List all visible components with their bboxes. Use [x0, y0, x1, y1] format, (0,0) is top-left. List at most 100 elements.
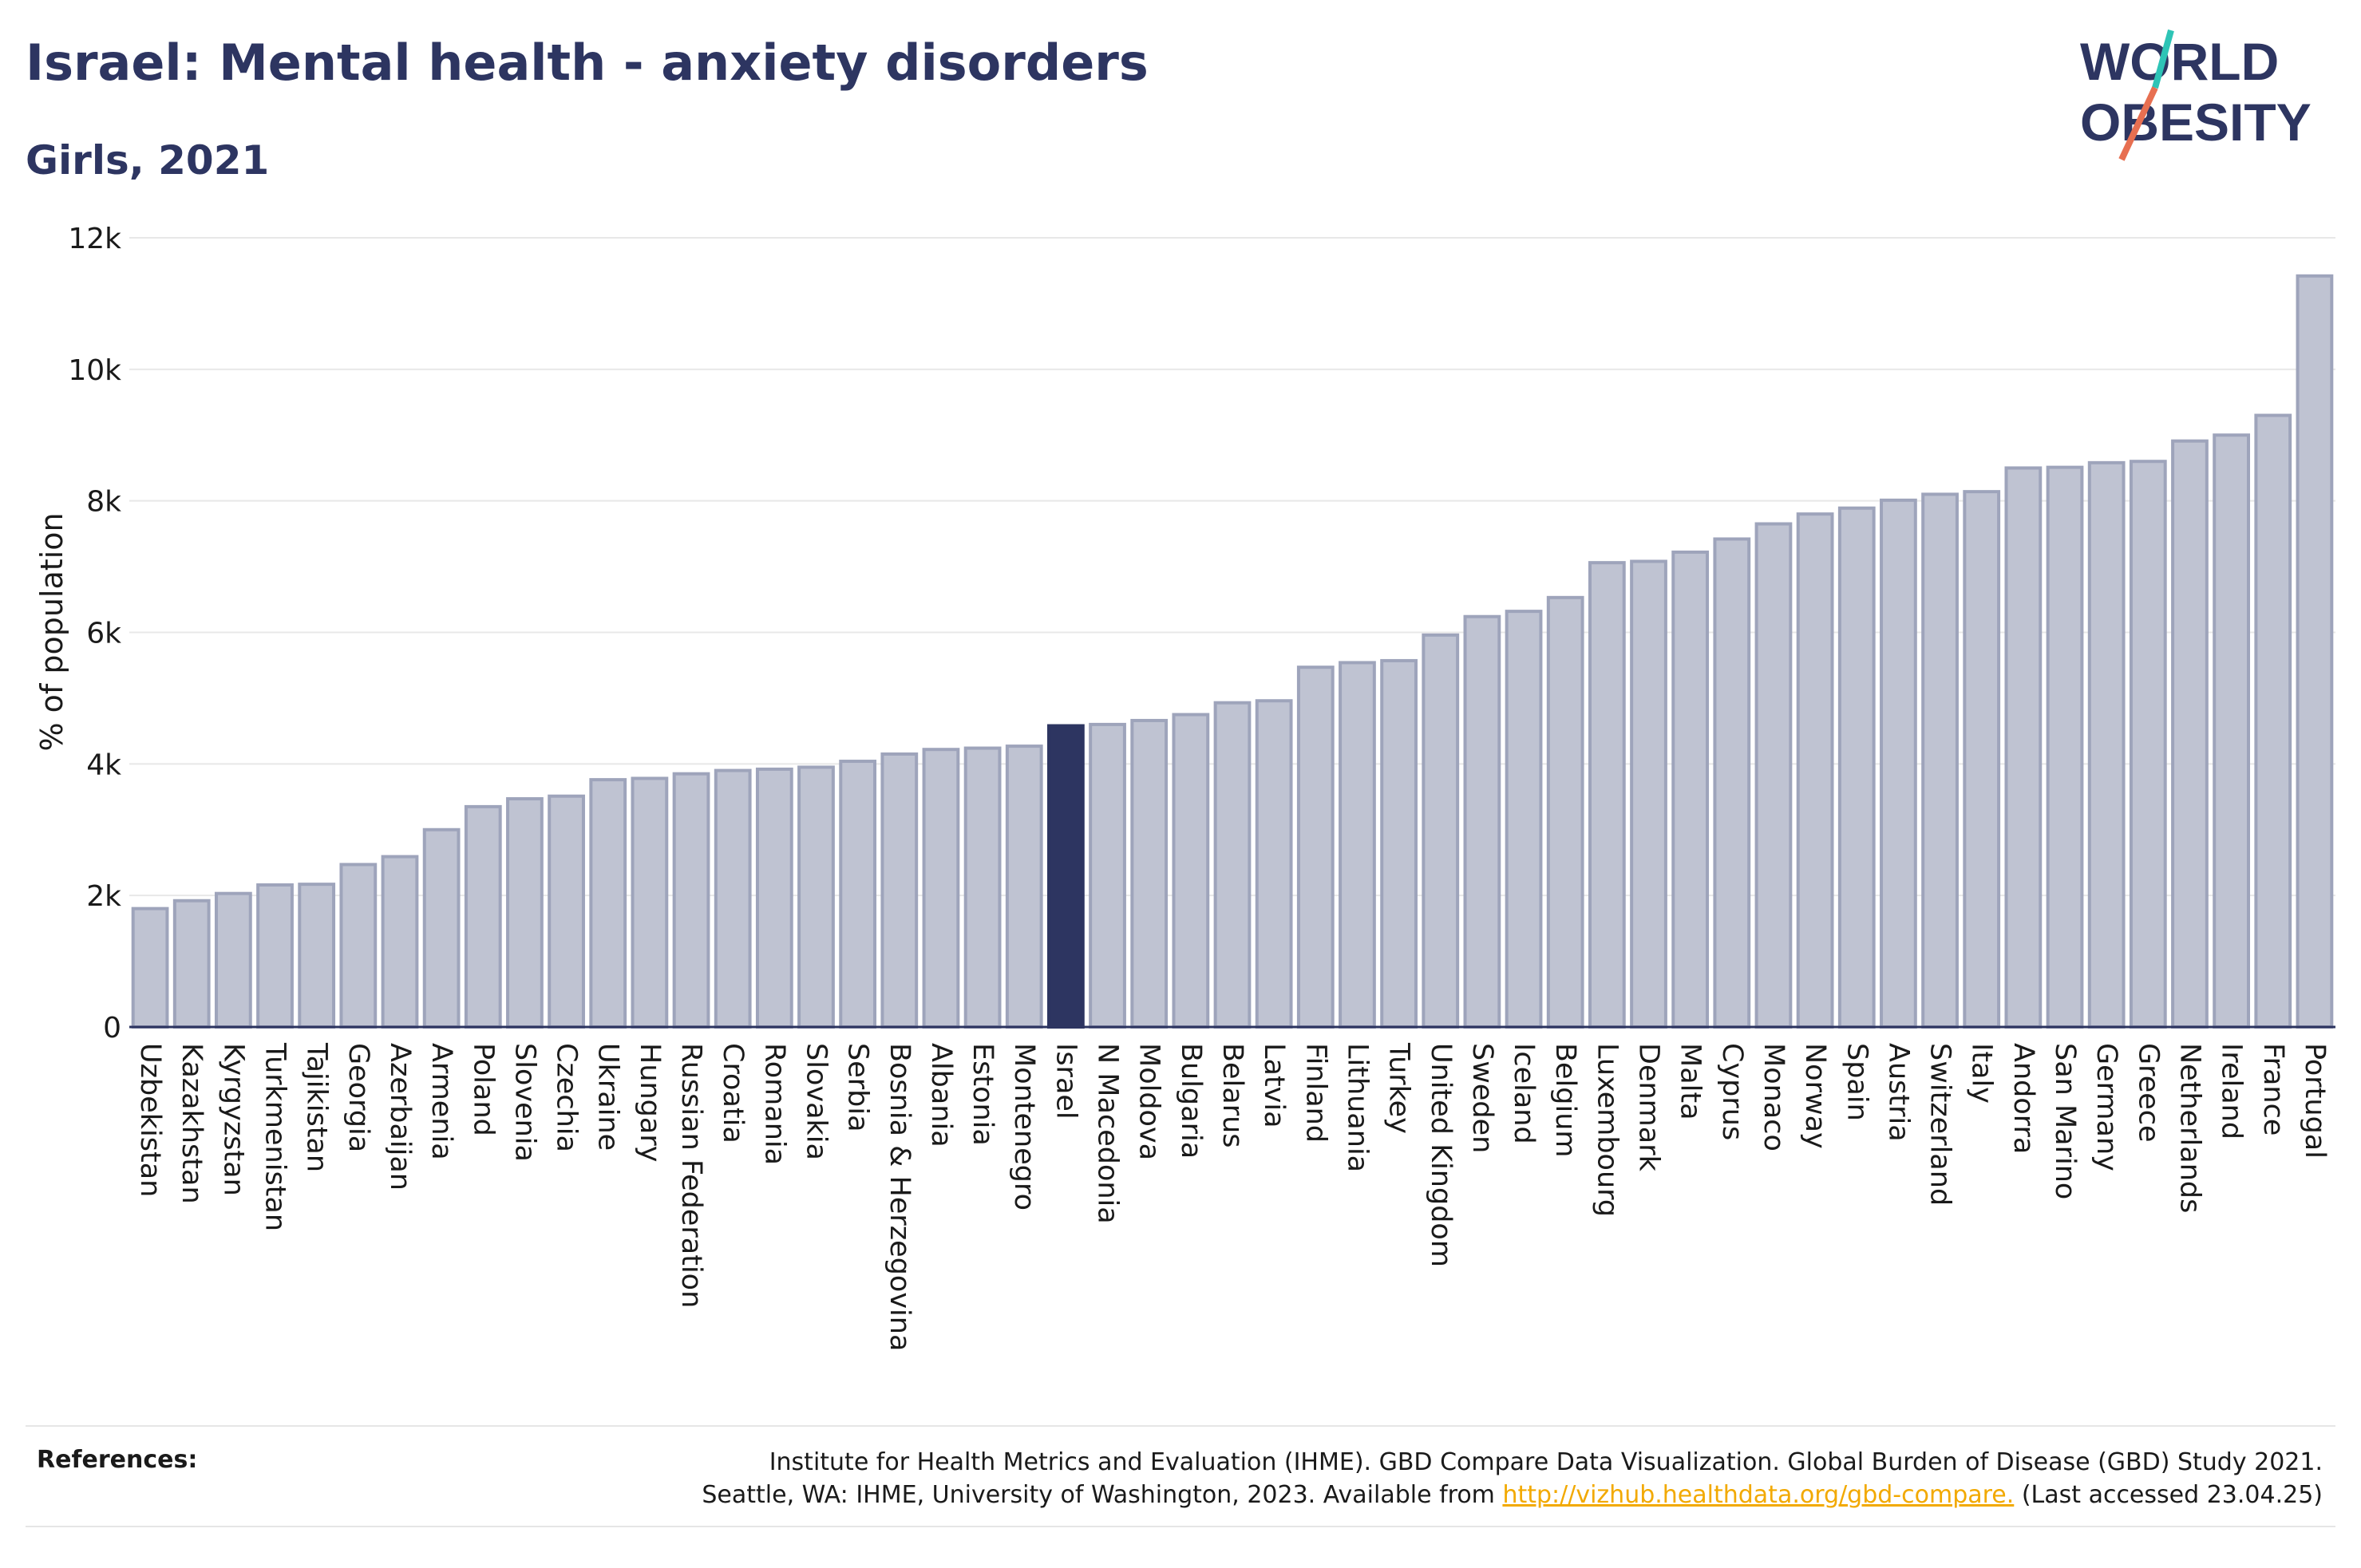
- x-tick-label: Denmark: [1633, 1043, 1665, 1172]
- bar: [1963, 490, 2001, 1029]
- x-tick-label: Romania: [758, 1043, 790, 1165]
- x-tick-label: Moldova: [1133, 1043, 1165, 1160]
- x-tick-label: Norway: [1799, 1043, 1831, 1149]
- x-tick-label: Greece: [2132, 1043, 2164, 1143]
- bar: [880, 752, 919, 1029]
- bar: [839, 760, 877, 1029]
- bar: [1380, 658, 1418, 1029]
- bar: [1671, 550, 1710, 1029]
- bar: [381, 855, 419, 1029]
- bar: [1505, 610, 1543, 1029]
- y-tick-label: 6k: [86, 618, 121, 650]
- bar: [214, 891, 252, 1029]
- bar: [672, 772, 710, 1029]
- x-tick-label: Uzbekistan: [134, 1043, 166, 1197]
- x-tick-label: Albania: [925, 1043, 957, 1147]
- x-tick-label: Serbia: [842, 1043, 874, 1132]
- bar-highlighted: [1047, 724, 1085, 1029]
- x-tick-label: Russian Federation: [675, 1043, 707, 1308]
- x-tick-label: Azerbaijan: [384, 1043, 416, 1191]
- bar: [1796, 512, 1834, 1029]
- x-tick-label: Hungary: [634, 1043, 666, 1162]
- bar: [2171, 439, 2209, 1029]
- x-tick-label: Luxembourg: [1591, 1043, 1623, 1217]
- x-tick-label: Slovenia: [508, 1043, 540, 1162]
- x-tick-label: Italy: [1966, 1043, 1998, 1104]
- chart-subtitle: Girls, 2021: [26, 137, 270, 184]
- y-tick-label: 12k: [68, 223, 121, 255]
- bar: [963, 746, 1002, 1029]
- y-tick-label: 10k: [68, 354, 121, 387]
- x-tick-label: Croatia: [717, 1043, 749, 1143]
- bar: [1130, 718, 1169, 1029]
- bar: [1837, 506, 1876, 1029]
- x-tick-label: Switzerland: [1924, 1043, 1956, 1206]
- y-tick-label: 2k: [86, 880, 121, 913]
- bar: [339, 863, 378, 1029]
- x-axis-labels: Uzbekistan Kazakhstan Kyrgyzstan Turkmenist…: [134, 1042, 2331, 1351]
- x-tick-label: Ukraine: [592, 1043, 624, 1151]
- x-tick-label: Malta: [1675, 1043, 1706, 1120]
- bar: [2129, 460, 2167, 1029]
- chart-title: Israel: Mental health - anxiety disorder…: [26, 34, 1149, 92]
- bar: [1005, 745, 1043, 1029]
- x-tick-label: Finland: [1299, 1043, 1331, 1143]
- references-line1: Institute for Health Metrics and Evaluat…: [769, 1448, 2323, 1476]
- x-tick-label: Slovakia: [800, 1043, 832, 1160]
- references-line2: Seattle, WA: IHME, University of Washing…: [702, 1479, 2323, 1511]
- bar: [2213, 433, 2251, 1029]
- world-obesity-logo: WORLD OBESITY: [2080, 29, 2312, 161]
- y-tick-label: 0: [103, 1012, 121, 1045]
- x-tick-label: Tajikistan: [301, 1042, 333, 1172]
- bar: [631, 776, 669, 1029]
- bar: [1213, 701, 1252, 1029]
- bar: [922, 748, 960, 1029]
- bar: [172, 899, 211, 1029]
- x-tick-label: Turkmenistan: [259, 1042, 291, 1231]
- x-tick-label: Iceland: [1508, 1043, 1540, 1144]
- bar: [1713, 537, 1751, 1029]
- references-line2-prefix: Seattle, WA: IHME, University of Washing…: [702, 1481, 1503, 1509]
- bar: [2046, 465, 2084, 1029]
- bar: [755, 767, 793, 1029]
- bar: [1588, 561, 1626, 1029]
- x-tick-label: Belarus: [1216, 1043, 1248, 1148]
- bar: [1754, 522, 1793, 1029]
- x-tick-label: Monaco: [1758, 1043, 1790, 1151]
- x-tick-label: Kazakhstan: [176, 1043, 208, 1204]
- x-tick-label: Georgia: [342, 1043, 374, 1152]
- x-tick-label: Turkey: [1383, 1042, 1415, 1134]
- bar: [1339, 661, 1376, 1029]
- x-tick-label: Cyprus: [1716, 1043, 1748, 1140]
- bar: [2296, 274, 2334, 1029]
- bar: [298, 883, 336, 1029]
- x-tick-label: Austria: [1882, 1043, 1914, 1142]
- y-axis-ticks: 0 2k 4k 6k 8k 10k 12k: [68, 223, 121, 1045]
- references-link[interactable]: http://vizhub.healthdata.org/gbd-compare…: [1502, 1481, 2015, 1509]
- logo-line1: WORLD: [2080, 32, 2279, 91]
- x-tick-label: Lithuania: [1341, 1043, 1373, 1172]
- references-label: References:: [37, 1446, 198, 1474]
- references-text: Institute for Health Metrics and Evaluat…: [702, 1446, 2323, 1511]
- references-line2-suffix: (Last accessed 23.04.25): [2014, 1481, 2323, 1509]
- y-axis-label: % of population: [34, 512, 69, 751]
- x-tick-label: Poland: [467, 1043, 499, 1136]
- x-tick-label: Bosnia & Herzegovina: [884, 1043, 916, 1351]
- x-tick-label: Sweden: [1466, 1043, 1498, 1153]
- bar: [506, 797, 544, 1029]
- bar: [2087, 460, 2126, 1029]
- x-tick-label: Portugal: [2299, 1043, 2331, 1159]
- y-tick-label: 4k: [86, 748, 121, 781]
- x-tick-label: Israel: [1050, 1043, 1082, 1120]
- references-section: References: Institute for Health Metrics…: [26, 1425, 2335, 1527]
- x-tick-label: Latvia: [1258, 1043, 1290, 1128]
- bar: [256, 883, 294, 1029]
- bar-chart: 0 2k 4k 6k 8k 10k 12k Uzbekistan Kazakhstan Kyrg…: [34, 223, 2335, 1351]
- x-tick-label: Germany: [2090, 1043, 2122, 1171]
- bar: [1630, 559, 1667, 1029]
- bar: [2254, 413, 2292, 1029]
- x-tick-label: Armenia: [425, 1043, 457, 1160]
- bar: [422, 827, 461, 1029]
- x-tick-label: Czechia: [551, 1043, 583, 1152]
- x-tick-label: Andorra: [2007, 1043, 2039, 1154]
